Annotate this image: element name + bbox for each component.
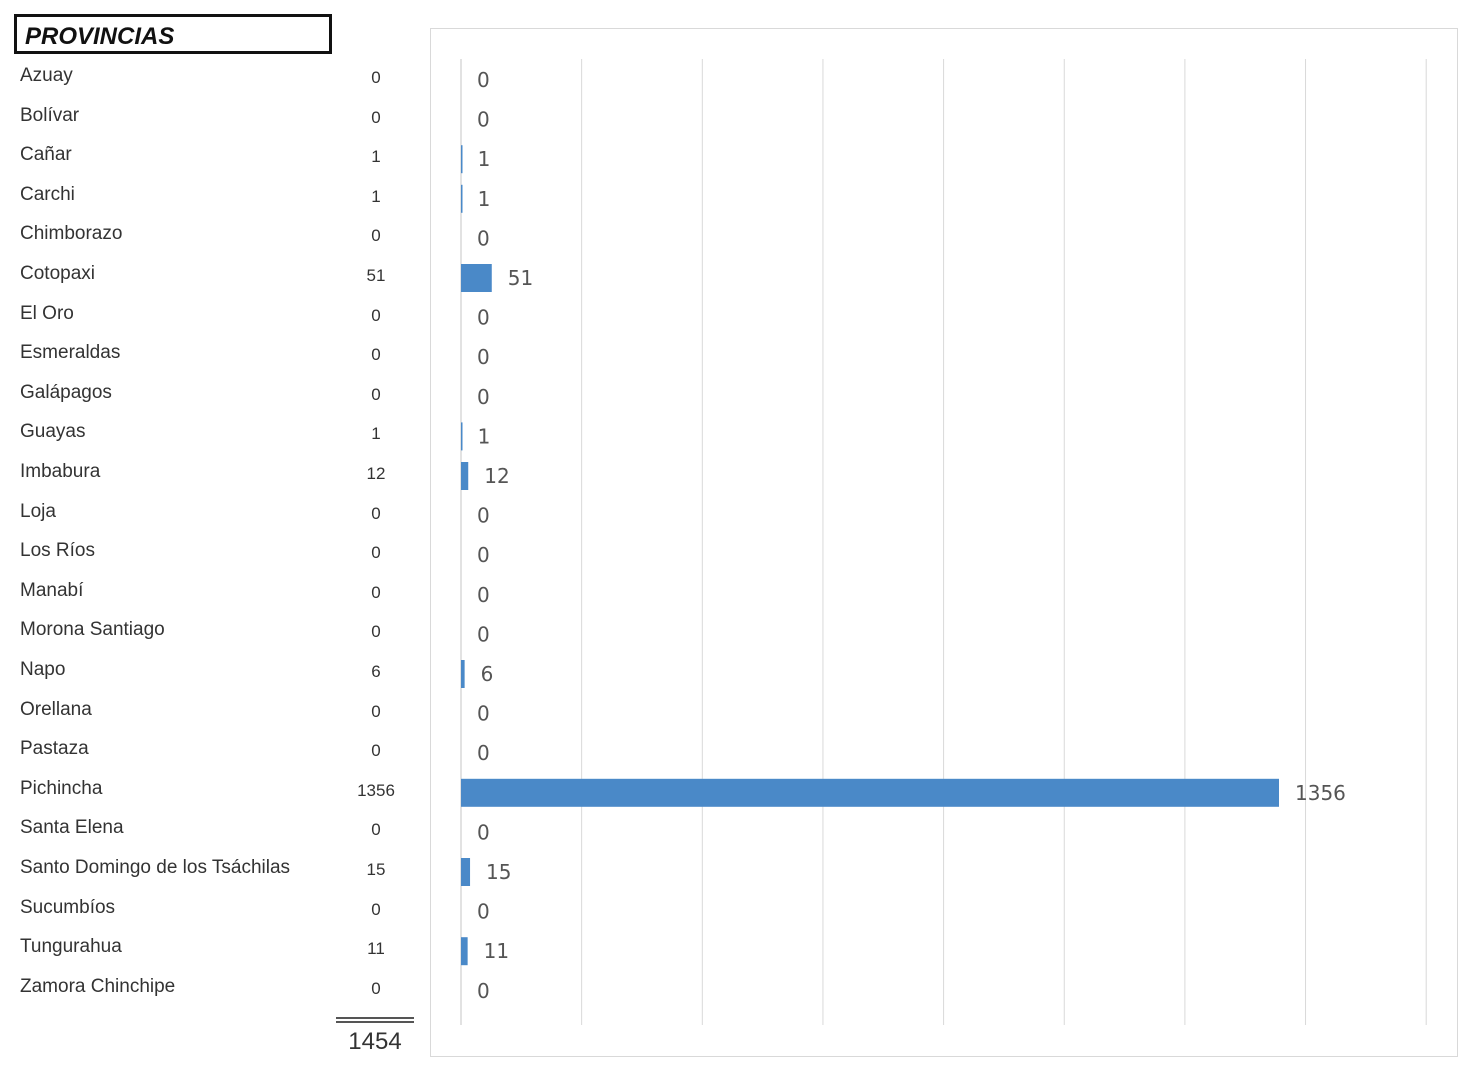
province-value: 1356 (357, 780, 395, 800)
province-name: Pichincha (20, 777, 103, 799)
chart-bar (461, 184, 463, 213)
chart-data-label: 0 (477, 622, 490, 646)
province-name: Tungurahua (20, 936, 122, 958)
province-value: 0 (371, 543, 381, 563)
chart-data-label: 0 (477, 820, 490, 844)
province-value: 0 (371, 899, 381, 919)
chart-bar (461, 462, 469, 490)
province-name: Loja (20, 500, 56, 522)
province-value: 0 (371, 107, 381, 127)
province-name: Azuay (20, 65, 73, 86)
province-value: 1 (371, 186, 381, 206)
chart-data-label: 0 (477, 741, 490, 765)
chart-data-label: 0 (477, 543, 490, 567)
province-value: 0 (371, 820, 381, 840)
province-name: Morona Santiago (20, 619, 165, 641)
province-name: Cotopaxi (20, 263, 95, 284)
province-name: Santa Elena (20, 817, 124, 839)
province-name: Carchi (20, 183, 75, 205)
province-value: 0 (371, 978, 381, 998)
total-double-underline (336, 1021, 414, 1023)
province-value: 51 (366, 266, 386, 285)
province-name: Pastaza (20, 738, 89, 760)
chart-data-label: 6 (481, 662, 494, 686)
header-box: PROVINCIAS (14, 14, 332, 54)
chart-data-label: 0 (477, 504, 490, 528)
chart-bar (461, 660, 465, 688)
chart-bar (461, 422, 463, 451)
province-value: 12 (366, 464, 386, 483)
province-value: 0 (371, 701, 381, 721)
province-name: Cañar (20, 144, 72, 166)
province-name: El Oro (20, 302, 74, 324)
chart-data-label: 12 (484, 464, 509, 488)
province-value: 0 (371, 384, 381, 404)
chart-data-label: 11 (484, 939, 509, 963)
province-value: 0 (371, 345, 381, 365)
chart-data-label: 1 (478, 424, 491, 448)
province-value: 0 (371, 305, 381, 325)
chart-bar (461, 858, 471, 886)
province-name: Galápagos (20, 381, 112, 403)
province-value: 15 (366, 860, 386, 879)
chart-bar (461, 145, 463, 174)
total-underline (336, 1017, 414, 1019)
province-name: Napo (20, 659, 66, 680)
chart-bar (461, 937, 468, 966)
province-name: Imbabura (20, 461, 101, 482)
chart-data-label: 0 (477, 385, 490, 409)
province-value: 11 (367, 939, 385, 959)
chart-bar (461, 264, 492, 292)
chart-data-label: 0 (477, 226, 490, 250)
chart-data-label: 0 (477, 583, 490, 607)
total-value: 1454 (348, 1028, 402, 1055)
chart-data-label: 15 (486, 860, 511, 884)
chart-data-label: 1 (478, 187, 491, 211)
chart-data-label: 0 (477, 900, 490, 924)
province-name: Chimborazo (20, 223, 123, 245)
province-name: Guayas (20, 421, 86, 443)
province-name: Manabí (20, 579, 84, 601)
chart-data-label: 0 (477, 345, 490, 369)
province-value: 0 (371, 68, 381, 87)
chart-data-label: 51 (508, 266, 533, 290)
chart-data-label: 0 (477, 306, 490, 330)
province-value: 1 (371, 424, 381, 444)
province-name: Zamora Chinchipe (20, 975, 176, 997)
province-value: 1 (371, 147, 381, 167)
header-title: PROVINCIAS (25, 23, 175, 50)
chart-data-label: 0 (477, 702, 490, 726)
province-name: Los Ríos (20, 540, 95, 562)
province-value: 0 (371, 741, 381, 761)
chart-data-label: 0 (477, 68, 490, 92)
province-name: Sucumbíos (20, 896, 116, 918)
province-value: 0 (371, 503, 381, 523)
province-value: 0 (371, 582, 381, 602)
province-value: 0 (371, 226, 381, 246)
province-value: 0 (371, 622, 381, 642)
province-name: Bolívar (20, 104, 80, 126)
chart-data-label: 0 (477, 108, 490, 132)
chart-bar (461, 778, 1279, 807)
province-name: Orellana (20, 698, 92, 720)
chart-frame: 0 0 1 1 0 51 0 0 0 1 12 0 0 0 0 6 0 0 1356 0 15 0 11 0 (430, 28, 1458, 1057)
chart-data-label: 1356 (1295, 781, 1346, 805)
chart-data-label: 0 (477, 979, 490, 1003)
province-name: Esmeraldas (20, 342, 121, 364)
province-value: 6 (371, 662, 381, 681)
province-name: Santo Domingo de los Tsáchilas (20, 857, 291, 878)
chart-data-label: 1 (478, 147, 491, 171)
